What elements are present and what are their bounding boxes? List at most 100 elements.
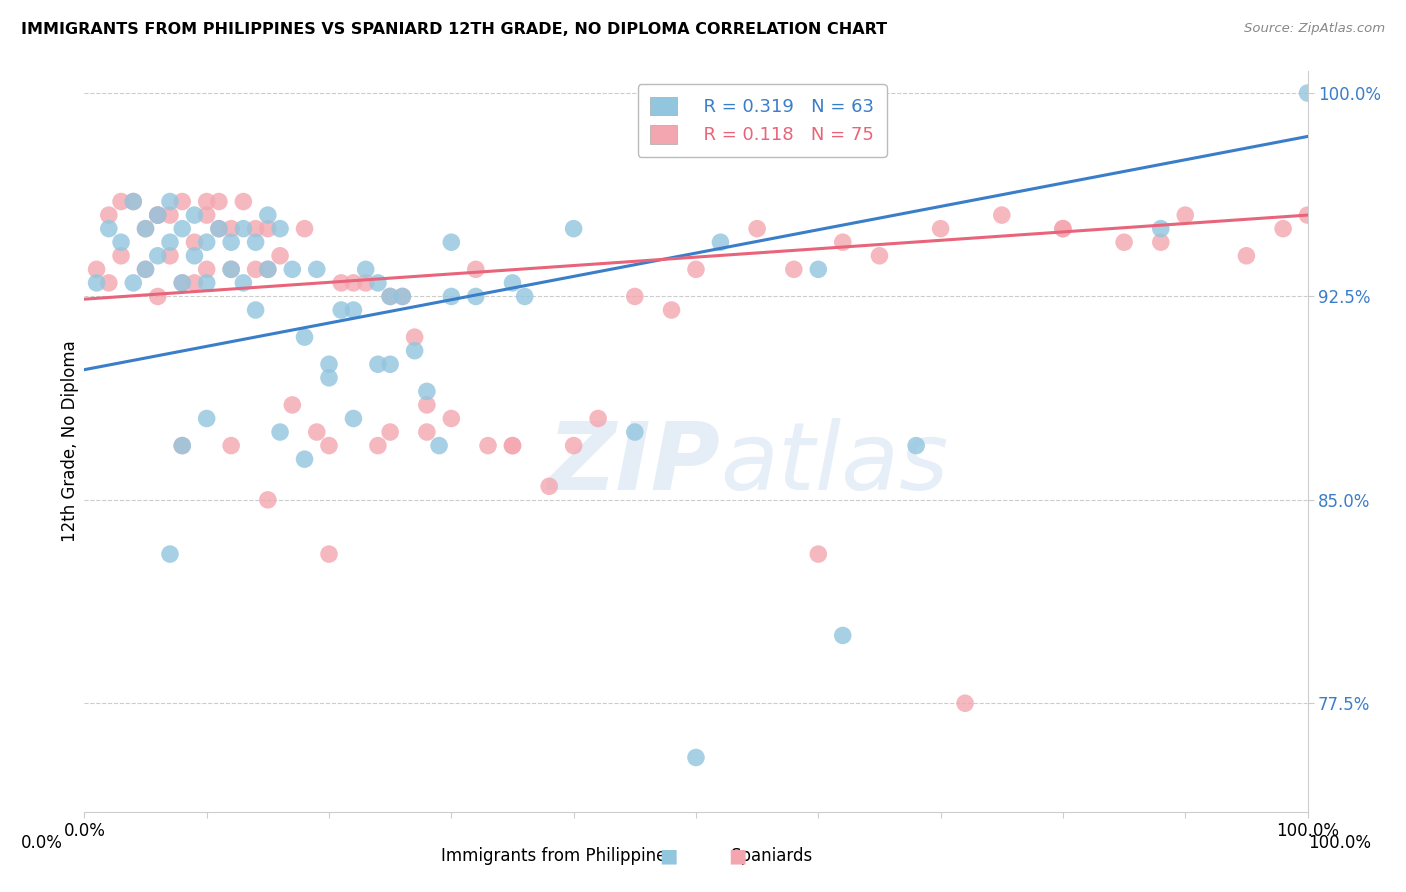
Point xyxy=(135,221,157,235)
Point xyxy=(1174,208,1197,222)
Point xyxy=(807,262,830,277)
Point xyxy=(208,221,231,235)
Point xyxy=(440,235,463,250)
Point xyxy=(86,276,108,290)
Point xyxy=(318,439,340,453)
Point xyxy=(159,235,181,250)
Point xyxy=(269,249,291,263)
Point xyxy=(172,276,194,290)
Point xyxy=(624,289,647,303)
Point xyxy=(135,262,157,277)
Point xyxy=(146,208,169,222)
Point xyxy=(538,479,561,493)
Point xyxy=(747,221,769,235)
Point xyxy=(219,221,242,235)
Point xyxy=(122,276,145,290)
Legend:   R = 0.319   N = 63,   R = 0.118   N = 75: R = 0.319 N = 63, R = 0.118 N = 75 xyxy=(638,84,887,157)
Point xyxy=(219,262,242,277)
Point xyxy=(367,276,389,290)
Point xyxy=(367,439,389,453)
Point xyxy=(257,262,280,277)
Point xyxy=(380,289,402,303)
Point xyxy=(159,547,181,561)
Point xyxy=(219,262,242,277)
Point xyxy=(464,262,486,277)
Point xyxy=(562,221,585,235)
Point xyxy=(257,221,280,235)
Text: IMMIGRANTS FROM PHILIPPINES VS SPANIARD 12TH GRADE, NO DIPLOMA CORRELATION CHART: IMMIGRANTS FROM PHILIPPINES VS SPANIARD … xyxy=(21,22,887,37)
Point xyxy=(146,208,169,222)
Point xyxy=(380,425,402,439)
Point xyxy=(831,235,853,250)
Point xyxy=(404,330,426,344)
Point xyxy=(404,343,426,358)
Point xyxy=(1114,235,1136,250)
Point xyxy=(294,330,316,344)
Text: Spaniards: Spaniards xyxy=(731,847,813,865)
Point xyxy=(427,439,450,453)
Point xyxy=(257,492,280,507)
Point xyxy=(502,439,524,453)
Point xyxy=(1272,221,1295,235)
Point xyxy=(869,249,891,263)
Point xyxy=(685,750,707,764)
Point xyxy=(440,289,463,303)
Point xyxy=(195,411,218,425)
Point xyxy=(562,439,585,453)
Point xyxy=(110,235,132,250)
Point xyxy=(110,194,132,209)
Point xyxy=(305,262,328,277)
Point xyxy=(318,547,340,561)
Point xyxy=(330,276,353,290)
Point xyxy=(416,425,439,439)
Point xyxy=(330,303,353,318)
Point xyxy=(905,439,928,453)
Point xyxy=(380,289,402,303)
Point xyxy=(183,276,205,290)
Point xyxy=(342,303,364,318)
Point xyxy=(172,439,194,453)
Point xyxy=(135,221,157,235)
Point xyxy=(219,235,242,250)
Point xyxy=(110,249,132,263)
Point xyxy=(624,425,647,439)
Point xyxy=(245,221,267,235)
Point xyxy=(172,439,194,453)
Text: ■: ■ xyxy=(728,847,747,866)
Point xyxy=(195,276,218,290)
Text: atlas: atlas xyxy=(720,418,949,509)
Point xyxy=(195,262,218,277)
Point xyxy=(97,276,120,290)
Point xyxy=(281,262,304,277)
Point xyxy=(257,208,280,222)
Text: Immigrants from Philippines: Immigrants from Philippines xyxy=(440,847,675,865)
Point xyxy=(1296,208,1319,222)
Point xyxy=(219,439,242,453)
Point xyxy=(354,262,377,277)
Point xyxy=(195,235,218,250)
Point xyxy=(159,208,181,222)
Point xyxy=(135,262,157,277)
Point xyxy=(146,249,169,263)
Point xyxy=(245,303,267,318)
Point xyxy=(354,276,377,290)
Point xyxy=(783,262,806,277)
Point xyxy=(146,289,169,303)
Point xyxy=(97,208,120,222)
Point xyxy=(172,276,194,290)
Point xyxy=(953,696,976,710)
Point xyxy=(342,276,364,290)
Point xyxy=(172,221,194,235)
Point xyxy=(269,425,291,439)
Point xyxy=(318,357,340,371)
Point xyxy=(709,235,731,250)
Point xyxy=(661,303,683,318)
Point xyxy=(195,208,218,222)
Point xyxy=(232,221,254,235)
Point xyxy=(380,357,402,371)
Point xyxy=(477,439,499,453)
Point xyxy=(440,411,463,425)
Point xyxy=(86,262,108,277)
Point xyxy=(342,411,364,425)
Point xyxy=(831,628,853,642)
